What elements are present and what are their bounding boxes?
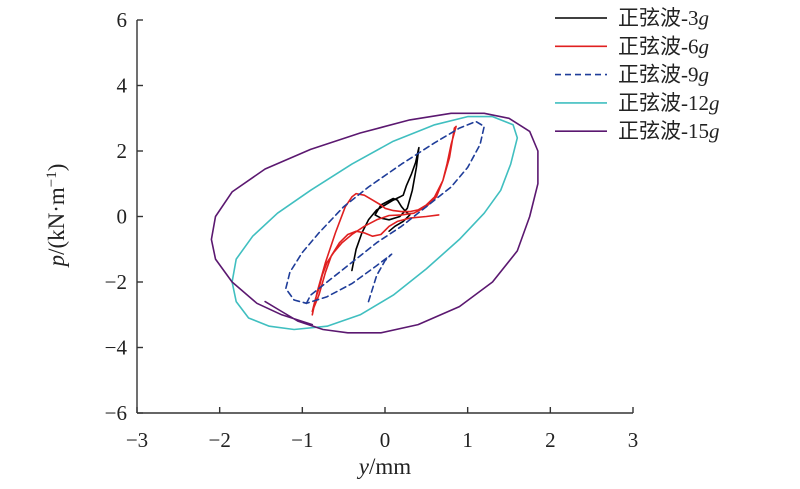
y-tick-label: 2	[117, 139, 128, 163]
svg-text:p/(kN·m−1): p/(kN·m−1)	[44, 164, 69, 269]
y-tick-label: −2	[105, 270, 127, 294]
series-line-12g	[231, 115, 519, 331]
legend-label-9g: 正弦波-9g	[618, 63, 709, 87]
legend-label-12g: 正弦波-12g	[618, 91, 720, 115]
y-tick-label: −6	[105, 401, 127, 425]
series-line-3g	[351, 146, 420, 272]
x-tick-label: 2	[545, 428, 556, 452]
x-tick-label: 3	[628, 428, 639, 452]
y-tick-label: 6	[117, 8, 128, 32]
y-tick-label: −4	[105, 336, 128, 360]
y-ticks: −6 −4 −2 0 2 4 6	[105, 8, 143, 425]
series-line-6g	[311, 125, 457, 316]
legend-label-3g: 正弦波-3g	[618, 6, 709, 30]
x-tick-label: −2	[208, 428, 230, 452]
series-line-15g	[210, 112, 539, 334]
legend-label-6g: 正弦波-6g	[618, 34, 709, 58]
legend: 正弦波-3g 正弦波-6g 正弦波-9g 正弦波-12g 正弦波-15g	[555, 6, 720, 143]
plot-area	[210, 112, 539, 334]
x-tick-label: 1	[462, 428, 473, 452]
y-tick-label: 0	[117, 205, 128, 229]
y-tick-label: 4	[117, 74, 128, 98]
legend-label-15g: 正弦波-15g	[618, 119, 720, 143]
y-axis-title: p/(kN·m−1)	[44, 164, 69, 269]
series-line-9g	[284, 120, 486, 306]
x-tick-label: −3	[126, 428, 148, 452]
x-tick-label: 0	[380, 428, 391, 452]
x-axis-title: y/mm	[357, 454, 411, 479]
x-tick-label: −1	[291, 428, 313, 452]
x-ticks: −3 −2 −1 0 1 2 3	[126, 407, 638, 452]
